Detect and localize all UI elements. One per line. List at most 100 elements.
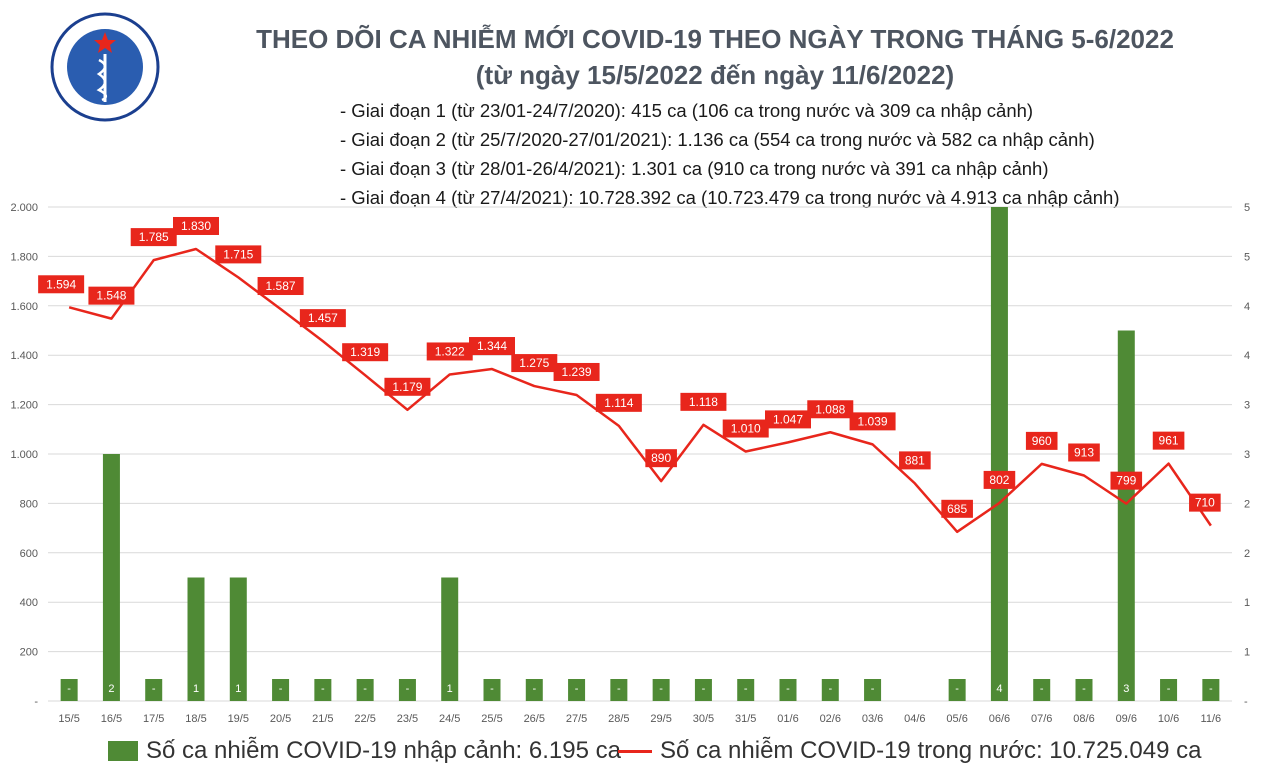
y-right-tick-label: 4 bbox=[1244, 350, 1250, 362]
bar-label: - bbox=[617, 683, 621, 695]
legend-imported-cases: Số ca nhiễm COVID-19 nhập cảnh: 6.195 ca bbox=[108, 733, 621, 769]
bar bbox=[1117, 330, 1135, 701]
chart-subtitle: (từ ngày 15/5/2022 đến ngày 11/6/2022) bbox=[475, 60, 955, 90]
line-data-label: 1.275 bbox=[519, 356, 549, 370]
x-tick-label: 08/6 bbox=[1073, 713, 1094, 725]
bar-label: - bbox=[279, 683, 283, 695]
bar-label: - bbox=[955, 683, 959, 695]
line-label-box bbox=[983, 470, 1016, 489]
bar-label: - bbox=[1167, 683, 1171, 695]
line-data-label: 1.239 bbox=[562, 365, 592, 379]
bar bbox=[483, 679, 501, 701]
phase-2-summary: - Giai đoạn 2 (từ 25/7/2020-27/01/2021):… bbox=[340, 129, 1095, 150]
y-right-tick-label: 3 bbox=[1244, 400, 1250, 412]
bar-label: - bbox=[363, 683, 367, 695]
bar-label: - bbox=[490, 683, 494, 695]
x-tick-label: 15/5 bbox=[58, 713, 79, 725]
y-right-tick-label: 2 bbox=[1244, 498, 1250, 510]
bar bbox=[779, 679, 797, 701]
line-data-label: 961 bbox=[1159, 434, 1179, 448]
phase-1-summary: - Giai đoạn 1 (từ 23/01-24/7/2020): 415 … bbox=[340, 100, 1034, 121]
line-data-label: 1.587 bbox=[266, 279, 296, 293]
bar bbox=[1033, 679, 1051, 701]
x-tick-label: 29/5 bbox=[650, 713, 671, 725]
y-left-tick-label: 1.800 bbox=[10, 251, 38, 263]
y-left-tick-label: 1.600 bbox=[10, 301, 38, 313]
y-right-tick-label: 5 bbox=[1244, 202, 1250, 214]
line-data-label: 1.785 bbox=[139, 230, 169, 244]
bar-label: 1 bbox=[193, 683, 199, 695]
x-tick-label: 26/5 bbox=[524, 713, 545, 725]
bar-label: 1 bbox=[447, 683, 453, 695]
bar bbox=[610, 679, 628, 701]
x-tick-label: 03/6 bbox=[862, 713, 883, 725]
line-label-box bbox=[173, 216, 219, 235]
line-data-label: 1.344 bbox=[477, 339, 507, 353]
line-data-label: 1.457 bbox=[308, 311, 338, 325]
x-tick-label: 17/5 bbox=[143, 713, 164, 725]
y-left-tick-label: 200 bbox=[20, 647, 38, 659]
line-data-label: 710 bbox=[1195, 496, 1215, 510]
bar bbox=[525, 679, 543, 701]
bar bbox=[441, 577, 459, 701]
bar bbox=[1202, 679, 1220, 701]
chart-title: THEO DÕI CA NHIỄM MỚI COVID-19 THEO NGÀY… bbox=[256, 24, 1174, 54]
bar-label: - bbox=[532, 683, 536, 695]
bar bbox=[229, 577, 247, 701]
x-tick-label: 09/6 bbox=[1116, 713, 1137, 725]
bar bbox=[864, 679, 882, 701]
line-label-box bbox=[299, 309, 346, 328]
x-tick-label: 25/5 bbox=[481, 713, 502, 725]
bar-label: - bbox=[871, 683, 875, 695]
line-label-box bbox=[1110, 471, 1143, 490]
bar bbox=[60, 679, 78, 701]
x-tick-label: 20/5 bbox=[270, 713, 291, 725]
line-label-box bbox=[469, 337, 515, 356]
y-left-tick-label: 1.200 bbox=[10, 400, 38, 412]
bar-label: - bbox=[1040, 683, 1044, 695]
line-data-label: 1.114 bbox=[604, 396, 633, 410]
line-label-box bbox=[595, 393, 642, 412]
line-label-box bbox=[215, 245, 262, 264]
line-data-label: 1.319 bbox=[350, 345, 380, 359]
line-data-label: 1.039 bbox=[858, 414, 888, 428]
y-left-tick-label: 1.400 bbox=[10, 350, 38, 362]
bar bbox=[398, 679, 416, 701]
y-right-tick-label: 2 bbox=[1244, 548, 1250, 560]
legend-domestic-label: Số ca nhiễm COVID-19 trong nước: 10.725.… bbox=[660, 737, 1202, 764]
line-label-box bbox=[130, 228, 177, 247]
bar bbox=[652, 679, 670, 701]
x-tick-label: 24/5 bbox=[439, 713, 460, 725]
line-data-label: 960 bbox=[1032, 434, 1052, 448]
x-tick-label: 04/6 bbox=[904, 713, 925, 725]
line-label-box bbox=[342, 343, 389, 362]
line-data-label: 1.830 bbox=[181, 219, 211, 233]
bar bbox=[821, 679, 839, 701]
bar-label: - bbox=[786, 683, 790, 695]
y-left-tick-label: - bbox=[34, 696, 38, 708]
bar-label: - bbox=[702, 683, 706, 695]
bar-label: - bbox=[659, 683, 663, 695]
line-label-box bbox=[384, 377, 431, 396]
line-label-box bbox=[941, 499, 973, 518]
y-right-tick-label: 4 bbox=[1244, 301, 1250, 313]
bar-label: 4 bbox=[996, 683, 1002, 695]
y-right-tick-label: 1 bbox=[1244, 647, 1250, 659]
bar bbox=[694, 679, 712, 701]
bar-label: - bbox=[67, 683, 71, 695]
y-left-tick-label: 1.000 bbox=[10, 449, 38, 461]
bar bbox=[314, 679, 332, 701]
covid-chart: - - 200 1 400 1 600 2 800 2 1.000 3 1.200 3 1.400 4 1.60… bbox=[10, 202, 1250, 725]
line-label-box bbox=[38, 275, 85, 294]
line-label-box bbox=[807, 400, 854, 419]
line-data-label: 890 bbox=[651, 451, 671, 465]
bar bbox=[990, 207, 1008, 701]
x-tick-label: 10/6 bbox=[1158, 713, 1179, 725]
bar-label: - bbox=[406, 683, 410, 695]
line-data-label: 913 bbox=[1074, 445, 1094, 459]
line-label-box bbox=[257, 277, 304, 296]
bar bbox=[737, 679, 755, 701]
bar bbox=[145, 679, 163, 701]
y-left-tick-label: 600 bbox=[20, 548, 38, 560]
bar bbox=[102, 454, 120, 701]
